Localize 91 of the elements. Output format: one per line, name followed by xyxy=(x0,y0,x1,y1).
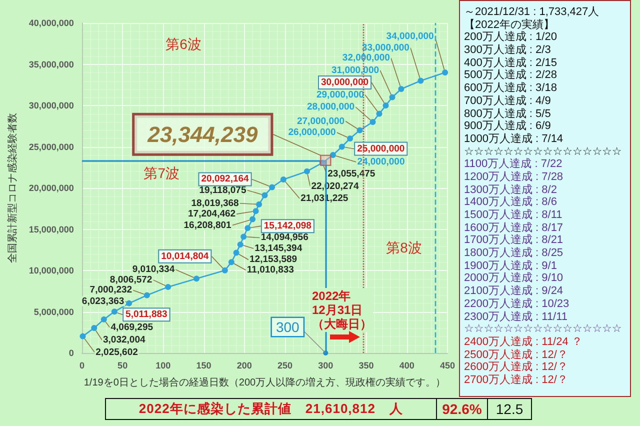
x-tick-label: 0 xyxy=(79,360,84,370)
data-label: 17,204,462 xyxy=(188,208,236,220)
x-tick-label: 50 xyxy=(118,360,128,370)
text: 12.5 xyxy=(496,401,524,417)
data-label: 23,055,475 xyxy=(328,168,376,180)
x-axis-title: 1/19を0日とした場合の経過日数（200万人以降の増え方、現政権の実績です。） xyxy=(84,376,446,388)
data-label: 5,011,883 xyxy=(126,309,168,320)
text: 700万人達成 : 4/9 xyxy=(464,94,552,108)
text: 1400万人達成 : 8/6 xyxy=(464,196,558,209)
text: 2600万人達成 : 12/？ xyxy=(464,361,569,374)
data-label: 2,025,602 xyxy=(96,346,138,358)
text: 2500万人達成 : 12/？ xyxy=(464,348,569,361)
data-label: 23,344,239 xyxy=(146,122,258,147)
text: 1500万人達成 : 8/11 xyxy=(464,209,564,222)
text: 2700万人達成 : 12/？ xyxy=(464,374,569,387)
data-label: 3,032,004 xyxy=(102,334,146,346)
x-tick-label: 400 xyxy=(399,360,414,370)
text: ☆☆☆☆☆☆☆☆☆☆☆☆☆☆☆☆ xyxy=(464,323,623,336)
data-label: 6,023,363 xyxy=(82,296,124,307)
data-label: 9,010,334 xyxy=(132,264,176,276)
text: 1200万人達成 : 7/28 xyxy=(464,170,564,184)
text: 800万人達成 : 5/5 xyxy=(464,108,552,120)
x-tick-label: 300 xyxy=(318,360,334,370)
data-label: 16,208,801 xyxy=(184,220,232,231)
data-label: 19,118,075 xyxy=(199,184,247,196)
text: 300万人達成 : 2/3 xyxy=(464,44,552,57)
text: 【2022年の実績】 xyxy=(464,18,556,31)
y-tick-label: 30,000,000 xyxy=(28,100,74,110)
y-tick-label: 5,000,000 xyxy=(34,306,74,317)
text: 2000万人達成 : 9/10 xyxy=(464,272,564,285)
data-label: 29,000,000 xyxy=(316,89,364,100)
text: 1800万人達成 : 8/25 xyxy=(464,247,564,260)
data-label: 30,000,000 xyxy=(320,77,369,88)
text: 1900万人達成 : 9/1 xyxy=(464,260,558,272)
annotation: 第6波 xyxy=(166,36,202,52)
data-label: 25,000,000 xyxy=(357,143,405,154)
data-label: 28,000,000 xyxy=(306,102,355,112)
data-label: 20,092,164 xyxy=(201,174,250,185)
data-label: 14,094,956 xyxy=(260,232,308,244)
text: 2022年に感染した累計値 21,610,812 人 xyxy=(138,400,404,418)
text: 600万人達成 : 3/18 xyxy=(464,82,558,95)
text: 1700万人達成 : 8/21 xyxy=(464,234,564,247)
y-tick-label: 20,000,000 xyxy=(28,183,74,193)
text: 200万人達成 : 1/20 xyxy=(464,31,558,44)
data-label: 4,069,295 xyxy=(110,322,154,333)
y-tick-label: 10,000,000 xyxy=(28,266,74,276)
text: 1100万人達成 : 7/22 xyxy=(464,158,564,171)
data-label: 8,006,572 xyxy=(110,274,152,286)
text: 500万人達成 : 2/28 xyxy=(464,69,558,82)
data-label: 13,145,394 xyxy=(254,243,303,254)
text: 2300万人達成 : 11/11 xyxy=(464,310,569,324)
ref-line-label: 300 xyxy=(276,319,300,335)
data-label: 34,000,000 xyxy=(386,31,434,42)
y-tick-label: 15,000,000 xyxy=(28,224,74,234)
data-label: 33,000,000 xyxy=(362,42,410,54)
data-label: 18,019,368 xyxy=(191,198,239,209)
text: 400万人達成 : 2/15 xyxy=(464,56,558,69)
text: 92.6% xyxy=(442,401,482,417)
y-tick-label: 0 xyxy=(68,348,74,358)
annotation: 第7波 xyxy=(144,164,180,181)
x-tick-label: 150 xyxy=(196,360,212,370)
data-label: 26,000,000 xyxy=(288,127,336,138)
text: 2400万人達成 : 11/24 ？ xyxy=(464,336,584,349)
data-label: 10,014,804 xyxy=(161,250,210,262)
x-tick-label: 350 xyxy=(358,360,374,370)
text: 2200万人達成 : 10/23 xyxy=(464,298,570,310)
y-axis-title: 全国累計新型コロナ感染経験者数 xyxy=(6,113,18,263)
x-tick-label: 450 xyxy=(440,360,456,370)
ref-line-label: 2022年12月31日（大晦日） xyxy=(312,289,372,331)
data-label: 31,000,000 xyxy=(331,64,380,76)
x-tick-label: 100 xyxy=(156,360,171,370)
x-tick-label: 250 xyxy=(278,360,293,370)
y-tick-label: 25,000,000 xyxy=(28,142,74,152)
text: ☆☆☆☆☆☆☆☆☆☆☆☆☆☆☆☆ xyxy=(464,146,623,158)
data-label: 12,153,589 xyxy=(250,254,298,266)
data-label: 27,000,000 xyxy=(296,116,345,127)
data-label: 11,010,833 xyxy=(246,264,294,276)
x-tick-label: 200 xyxy=(236,360,252,370)
text: 1600万人達成 : 8/17 xyxy=(464,222,564,234)
data-label: 32,000,000 xyxy=(342,52,390,64)
text: ～2021/12/31 : 1,733,427人 xyxy=(464,6,600,18)
data-label: 7,000,232 xyxy=(90,284,132,296)
annotation: 第8波 xyxy=(386,240,422,256)
data-label: 15,142,098 xyxy=(264,220,312,232)
text: 900万人達成 : 6/9 xyxy=(464,120,552,133)
data-label: 24,000,000 xyxy=(357,156,405,168)
text: 2100万人達成 : 9/24 xyxy=(464,285,564,298)
y-tick-label: 35,000,000 xyxy=(28,59,74,70)
y-tick-label: 40,000,000 xyxy=(28,18,74,28)
text: 1300万人達成 : 8/2 xyxy=(464,184,558,196)
text: 1000万人達成 : 7/14 xyxy=(464,132,564,146)
